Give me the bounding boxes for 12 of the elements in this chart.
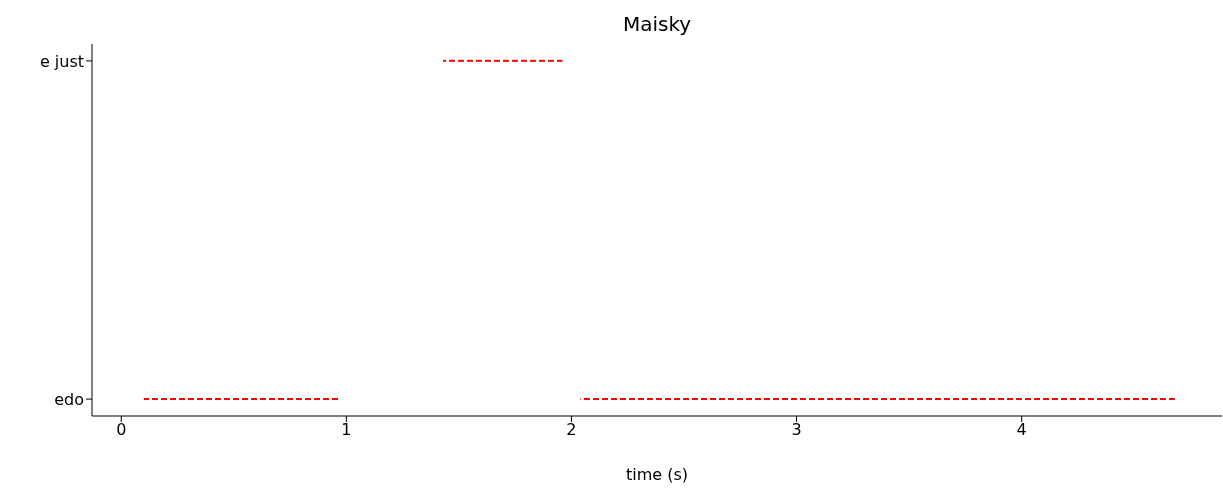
x-tick-label: 2 <box>566 420 577 440</box>
x-tick-label: 1 <box>341 420 352 440</box>
text: Maisky <box>621 12 693 36</box>
bar <box>143 398 340 400</box>
bar <box>580 398 1175 400</box>
bar <box>443 59 563 62</box>
y-tick-label: edo <box>54 389 84 409</box>
x-tick-label: 0 <box>116 420 127 440</box>
x-tick-label: 4 <box>1016 420 1027 440</box>
x-tick-label: 3 <box>791 420 802 440</box>
x-axis-title: time (s) <box>625 465 689 484</box>
y-tick-label: e just <box>39 51 84 71</box>
